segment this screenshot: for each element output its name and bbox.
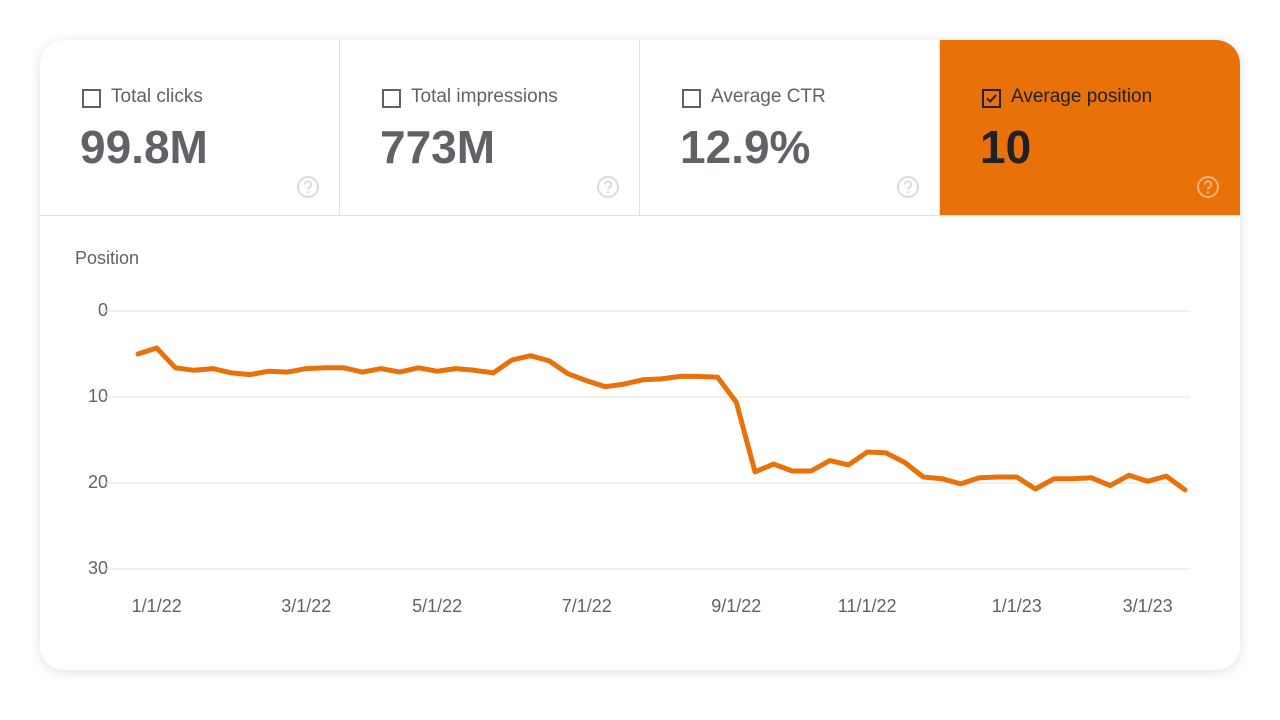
x-tick-label: 3/1/23 [1123, 596, 1173, 616]
metric-value: 12.9% [680, 121, 811, 173]
performance-card: Total clicks 99.8M Total impressions 773M Av… [40, 40, 1240, 670]
help-icon[interactable] [296, 175, 320, 199]
x-tick-label: 1/1/22 [132, 596, 182, 616]
help-glyph [1203, 180, 1213, 190]
help-glyph [303, 180, 313, 190]
check-path [986, 94, 997, 103]
x-tick-label: 9/1/22 [711, 596, 761, 616]
y-axis-label: Position [75, 248, 139, 268]
metric-tiles: Total clicks 99.8M Total impressions 773M Av… [40, 40, 1240, 216]
checkbox[interactable] [382, 89, 401, 108]
position-line [135, 345, 1188, 493]
x-tick-label: 5/1/22 [412, 596, 462, 616]
help-dot [906, 191, 910, 194]
y-tick-label: 20 [88, 472, 108, 492]
checkbox[interactable] [82, 89, 101, 108]
metric-value: 10 [980, 121, 1032, 173]
metric-tile[interactable]: Total clicks 99.8M [40, 40, 340, 215]
metric-label: Total impressions [411, 86, 558, 107]
checkbox[interactable] [682, 89, 701, 108]
x-tick-label: 11/1/22 [838, 596, 897, 616]
help-circle [1197, 176, 1219, 198]
x-tick-label: 3/1/22 [281, 596, 331, 616]
help-dot [606, 191, 610, 194]
metric-tile[interactable]: Average CTR 12.9% [640, 40, 940, 215]
x-tick-label: 1/1/23 [992, 596, 1042, 616]
help-dot [306, 191, 310, 194]
help-circle [897, 176, 919, 198]
metric-label: Average position [1011, 86, 1153, 107]
metric-label: Average CTR [711, 86, 826, 107]
metric-label: Total clicks [111, 86, 203, 107]
help-circle [297, 176, 319, 198]
help-icon[interactable] [596, 175, 620, 199]
help-circle [597, 176, 619, 198]
check-mark [986, 94, 997, 103]
x-tick-label: 7/1/22 [562, 596, 612, 616]
metric-value: 99.8M [80, 121, 208, 173]
help-icon[interactable] [896, 175, 920, 199]
metric-value: 773M [380, 121, 496, 173]
help-glyph [603, 180, 613, 190]
metric-tile[interactable]: Average position 10 [940, 40, 1240, 215]
y-tick-label: 0 [98, 300, 108, 320]
help-dot [1206, 191, 1210, 194]
y-tick-label: 30 [88, 558, 108, 578]
help-icon[interactable] [1196, 175, 1220, 199]
y-tick-label: 10 [88, 386, 108, 406]
metric-tile[interactable]: Total impressions 773M [340, 40, 640, 215]
help-glyph [903, 180, 913, 190]
checkbox[interactable] [982, 89, 1001, 108]
